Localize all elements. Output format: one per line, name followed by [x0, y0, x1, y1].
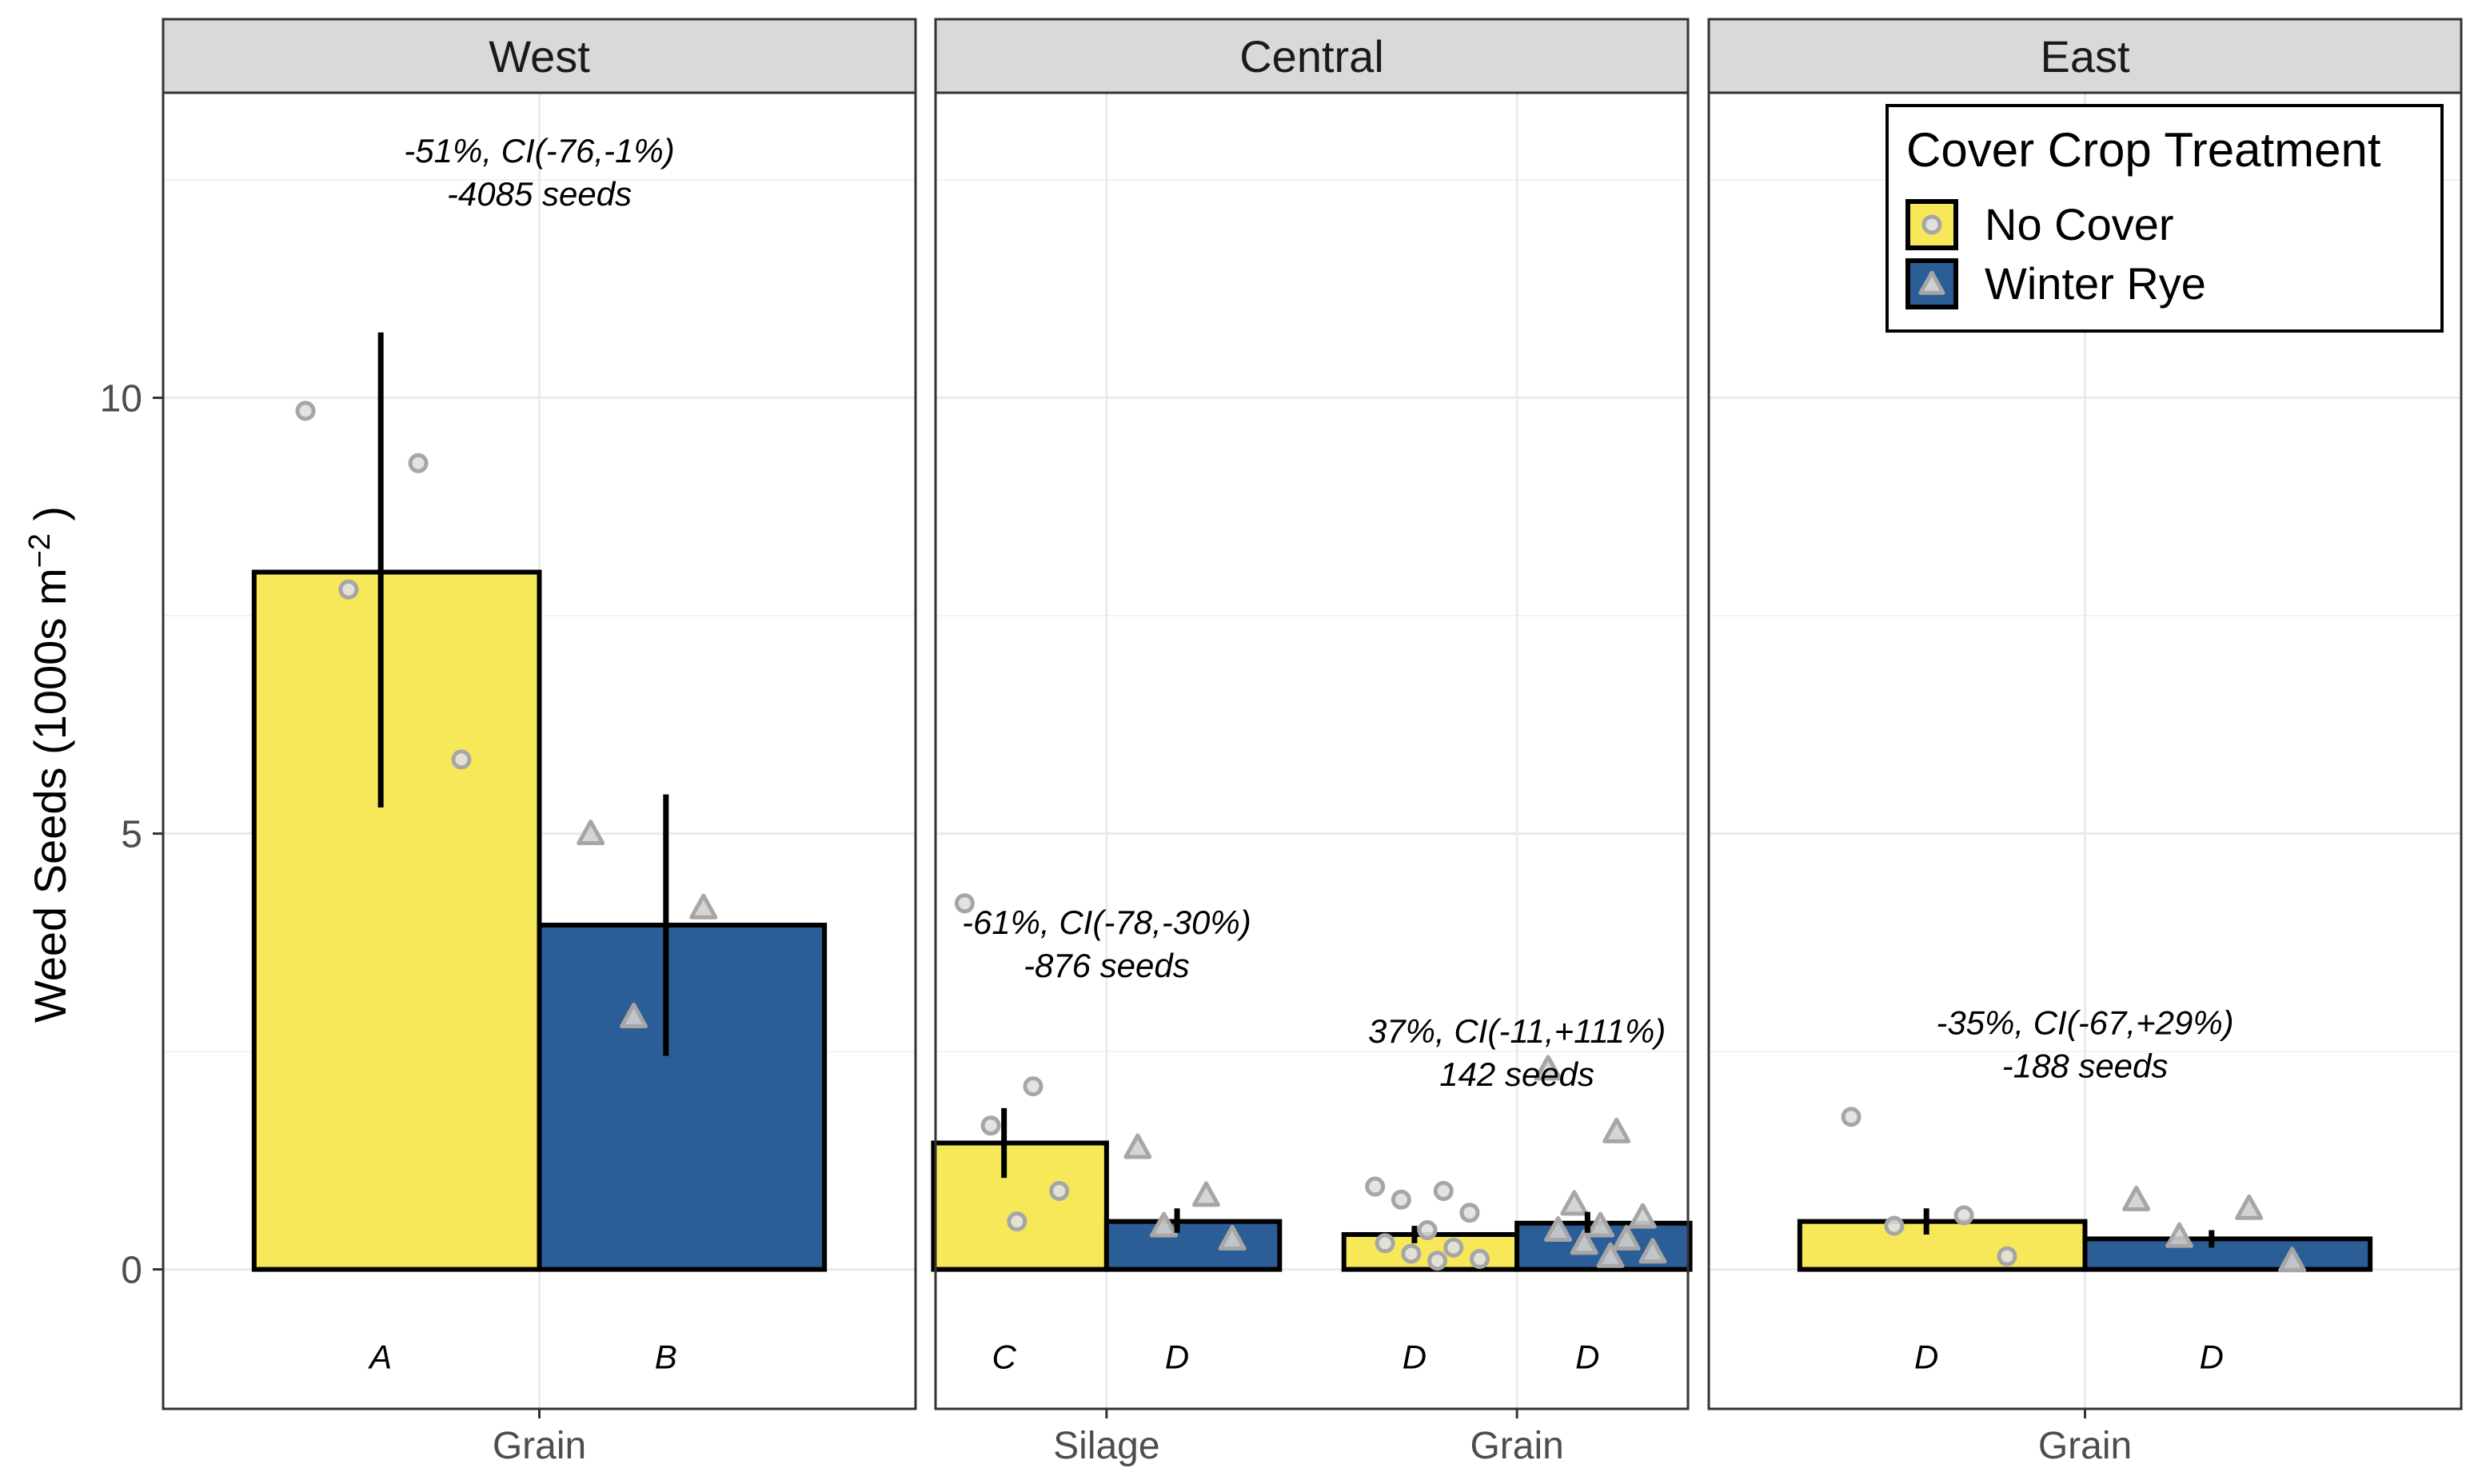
data-point-circle [1391, 1189, 1411, 1210]
data-point-triangle [2235, 1194, 2264, 1220]
data-point-triangle [2278, 1247, 2307, 1273]
significance-letter: A [367, 1338, 392, 1376]
data-point-circle [338, 579, 359, 600]
data-point-circle [954, 893, 975, 914]
significance-letter: B [655, 1338, 677, 1376]
data-point-triangle [1570, 1229, 1598, 1255]
data-point-triangle [620, 1002, 648, 1028]
data-point-triangle [1628, 1203, 1657, 1229]
data-point-triangle [1534, 1055, 1562, 1081]
bar-winter-rye [1103, 1219, 1283, 1272]
y-axis-title-end: ) [25, 506, 75, 533]
data-point-circle [980, 1115, 1001, 1136]
group-grain: A B -51%, CI(-76,-1%) -4085 seeds [251, 132, 828, 1376]
data-point-triangle [1638, 1238, 1667, 1264]
effect-annotation: -61%, CI(-78,-30%) [962, 904, 1251, 941]
y-axis-title: Weed Seeds (1000s m−2 ) [23, 506, 75, 1023]
data-point-triangle [1191, 1181, 1220, 1207]
effect-annotation: -4085 seeds [447, 175, 632, 213]
significance-letter: D [1165, 1338, 1189, 1376]
facet-strip [162, 18, 917, 94]
x-tick-label: Grain [1470, 1425, 1563, 1467]
data-point-triangle [1218, 1224, 1247, 1251]
effect-annotation: 37%, CI(-11,+111%) [1368, 1012, 1666, 1050]
panel-border [934, 91, 1690, 1410]
legend-title: Cover Crop Treatment [1906, 123, 2381, 177]
panel-central: Central C D -61%, CI(-78,-30%) -876 seeds D D 3… [931, 18, 1693, 1467]
effect-annotation: -51%, CI(-76,-1%) [404, 132, 674, 170]
legend-item-winter-rye: Winter Rye [1905, 258, 2206, 309]
data-point-circle [1023, 1076, 1043, 1097]
legend-item-no-cover: No Cover [1905, 199, 2174, 250]
data-point-circle [1459, 1203, 1480, 1223]
data-point-circle [1443, 1237, 1464, 1258]
data-point-triangle [1612, 1224, 1641, 1251]
x-tick-label: Grain [2038, 1425, 2132, 1467]
data-point-circle [1375, 1233, 1395, 1254]
data-point-circle [1884, 1215, 1905, 1236]
bar-winter-rye [2082, 1236, 2373, 1272]
data-point-circle [1997, 1246, 2017, 1267]
data-point-triangle [2165, 1222, 2194, 1248]
significance-letter: D [1914, 1338, 1938, 1376]
data-point-triangle [1586, 1211, 1614, 1238]
data-point-triangle [1560, 1190, 1589, 1216]
data-point-circle [1365, 1176, 1386, 1197]
x-tick-label: Grain [493, 1425, 586, 1467]
facet-strip-label: West [489, 31, 590, 82]
x-tick-label: Silage [1053, 1425, 1159, 1467]
legend-box [1885, 104, 2444, 333]
data-point-circle [1401, 1243, 1422, 1264]
data-point-circle [451, 749, 472, 770]
data-point-circle [1469, 1249, 1490, 1270]
bar-no-cover [931, 1140, 1109, 1272]
y-tick-label: 10 [100, 378, 142, 421]
data-point-circle [295, 401, 316, 421]
y-axis-title-superscript: −2 [23, 533, 57, 568]
group-grain: D D -35%, CI(-67,+29%) -188 seeds [1797, 1003, 2373, 1376]
data-point-circle [1427, 1251, 1448, 1271]
effect-annotation: -35%, CI(-67,+29%) [1936, 1003, 2233, 1041]
data-point-triangle [1123, 1133, 1152, 1159]
data-point-circle [1049, 1180, 1070, 1201]
data-point-circle [1841, 1107, 1861, 1127]
facet-strip-label: East [2040, 31, 2129, 82]
group-grain: D D 37%, CI(-11,+111%) 142 seeds [1341, 1012, 1693, 1376]
data-point-triangle [1544, 1216, 1573, 1243]
legend-label: Winter Rye [1985, 258, 2206, 309]
bar-no-cover [1797, 1219, 2088, 1272]
significance-letter: D [1403, 1338, 1427, 1376]
facet-strip [1707, 18, 2463, 94]
data-point-circle [1417, 1220, 1438, 1241]
significance-letter: C [992, 1338, 1016, 1376]
legend-marker-circle [1921, 214, 1942, 235]
y-axis-title-main: Weed Seeds (1000s m [25, 568, 75, 1023]
data-point-triangle [1150, 1211, 1179, 1238]
facet-strip [934, 18, 1690, 94]
data-point-circle [408, 453, 429, 473]
data-point-circle [1953, 1205, 1974, 1226]
effect-annotation: -876 seeds [1024, 947, 1190, 984]
data-point-triangle [1602, 1117, 1631, 1143]
y-tick-label: 5 [121, 814, 142, 856]
legend-label: No Cover [1985, 199, 2174, 249]
data-point-triangle [689, 893, 718, 920]
data-point-triangle [2122, 1185, 2151, 1211]
y-tick-label: 0 [121, 1250, 142, 1292]
group-silage: C D -61%, CI(-78,-30%) -876 seeds [931, 893, 1283, 1376]
effect-annotation: 142 seeds [1439, 1055, 1594, 1093]
panel-west: West A B -51%, CI(-76,-1%) -4085 seeds Grain [162, 18, 917, 1467]
bar-no-cover [251, 569, 542, 1272]
effect-annotation: -188 seeds [2002, 1047, 2169, 1084]
legend-marker-triangle [1918, 270, 1945, 295]
facet-strip-label: Central [1239, 31, 1384, 82]
significance-letter: D [2200, 1338, 2224, 1376]
data-point-triangle [1596, 1242, 1625, 1268]
data-point-triangle [577, 820, 605, 846]
data-point-circle [1007, 1211, 1028, 1232]
significance-letter: D [1575, 1338, 1599, 1376]
data-point-circle [1433, 1180, 1454, 1201]
bar-winter-rye [537, 923, 828, 1272]
